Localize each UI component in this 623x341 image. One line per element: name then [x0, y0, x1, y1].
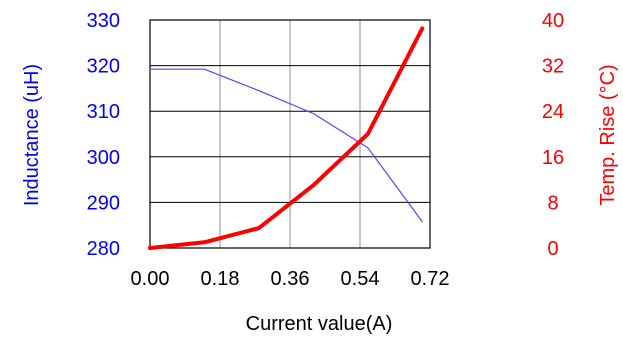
x-axis-tick-labels: 0.00 0.18 0.36 0.54 0.72	[131, 268, 450, 290]
grid-lines	[150, 20, 430, 248]
right-axis-tick-label: 16	[542, 147, 564, 169]
right-axis-tick-label: 40	[542, 10, 564, 32]
right-axis-tick-label: 0	[547, 238, 558, 260]
x-axis-tick-label: 0.00	[131, 268, 170, 290]
x-axis-tick-label: 0.72	[411, 268, 450, 290]
left-axis-tick-labels: 280 290 300 310 320 330	[87, 10, 120, 260]
left-axis-tick-label: 300	[87, 147, 120, 169]
series-lines	[148, 26, 425, 250]
x-axis-tick-label: 0.18	[201, 268, 240, 290]
x-axis-title: Current value(A)	[246, 313, 393, 335]
x-axis-tick-label: 0.36	[271, 268, 310, 290]
left-axis-tick-label: 310	[87, 101, 120, 123]
plot-area-frame	[149, 19, 431, 249]
right-axis-tick-labels: 0 8 16 24 32 40	[542, 10, 564, 260]
left-axis-title: Inductance (uH)	[21, 64, 43, 206]
left-axis-tick-label: 320	[87, 56, 120, 78]
left-axis-tick-label: 330	[87, 10, 120, 32]
left-axis-tick-label: 280	[87, 238, 120, 260]
right-axis-title: Temp. Rise (°C)	[597, 64, 619, 205]
left-axis-tick-label: 290	[87, 192, 120, 214]
right-axis-tick-label: 24	[542, 101, 564, 123]
x-axis-tick-label: 0.54	[341, 268, 380, 290]
inductance-series-line	[149, 68, 423, 223]
temp-rise-series-line	[148, 26, 425, 250]
right-axis-tick-label: 32	[542, 56, 564, 78]
right-axis-tick-label: 8	[547, 192, 558, 214]
